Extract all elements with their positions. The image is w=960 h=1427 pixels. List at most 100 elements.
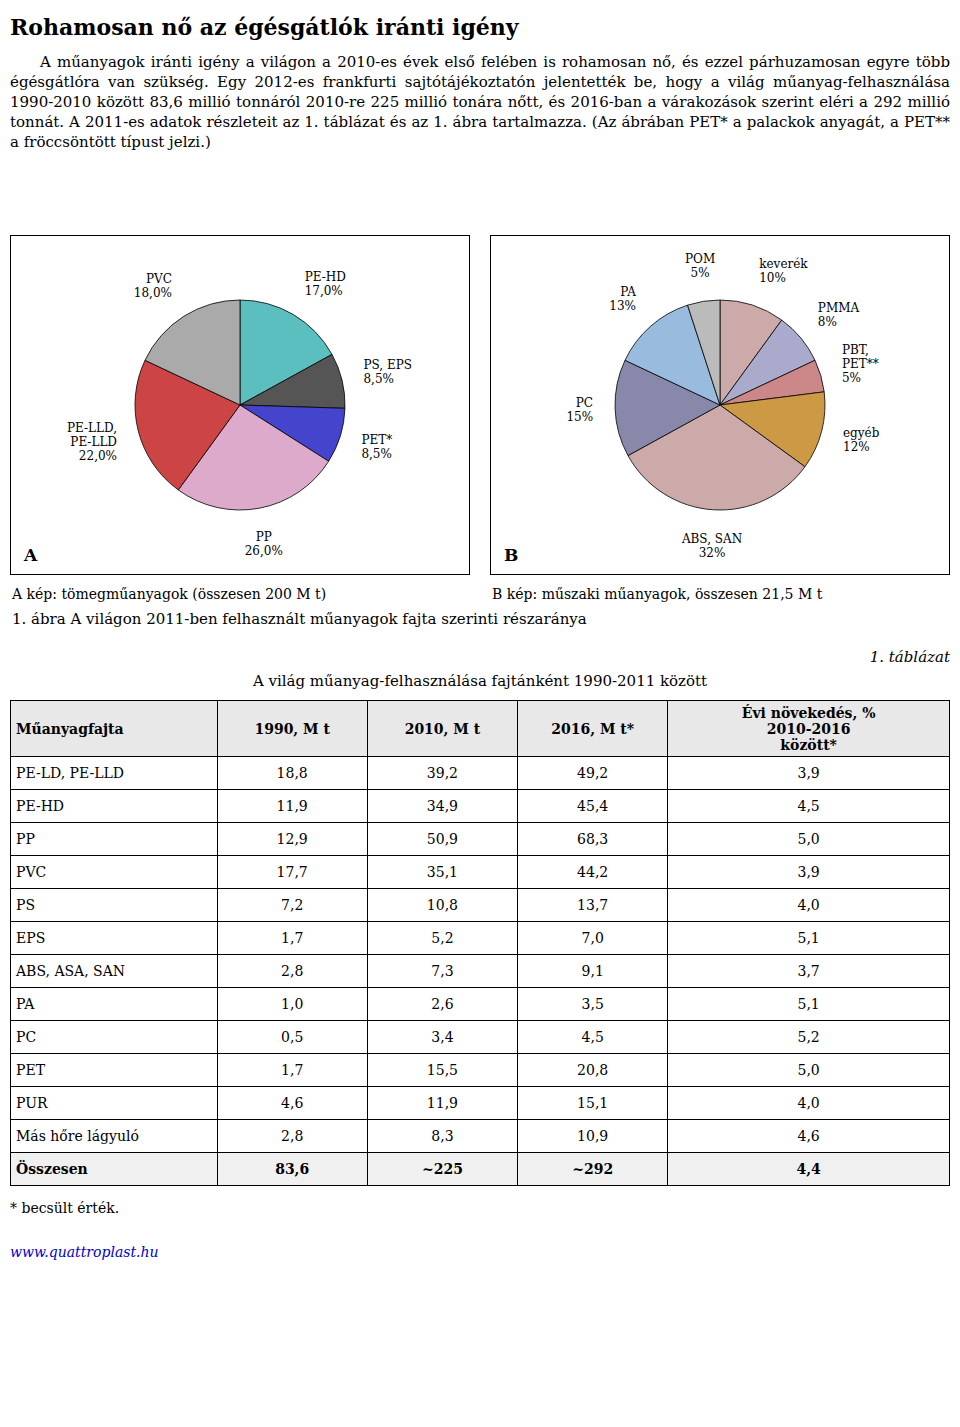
slice-value-label: 22,0% [79, 449, 117, 463]
table-cell: 5,0 [668, 823, 950, 856]
slice-value-label: 8% [818, 315, 837, 329]
pie-slice [145, 300, 240, 405]
table-cell: 18,8 [217, 757, 367, 790]
slice-label: PE-LLD,PE-LLD [67, 421, 117, 449]
table-cell: PC [11, 1021, 218, 1054]
table-cell: 1,7 [217, 1054, 367, 1087]
table-row: Más hőre lágyuló2,88,310,94,6 [11, 1120, 950, 1153]
table-cell: 20,8 [518, 1054, 668, 1087]
table-cell: 3,9 [668, 856, 950, 889]
table-row: PE-LD, PE-LLD18,839,249,23,9 [11, 757, 950, 790]
intro-text: A műanyagok iránti igény a világon a 201… [10, 52, 950, 152]
table-row: EPS1,75,27,05,1 [11, 922, 950, 955]
slice-value-label: 5% [691, 266, 710, 280]
table-cell: 11,9 [217, 790, 367, 823]
table-cell: PP [11, 823, 218, 856]
header-cell: 2010, M t [367, 701, 517, 757]
table-cell: 50,9 [367, 823, 517, 856]
table-cell: 7,2 [217, 889, 367, 922]
table-cell: ABS, ASA, SAN [11, 955, 218, 988]
slice-label: PA [620, 285, 636, 299]
header-cell: Műanyagfajta [11, 701, 218, 757]
slice-value-label: 13% [609, 299, 636, 313]
table-cell: 68,3 [518, 823, 668, 856]
title: Rohamosan nő az égésgátlók iránti igény [10, 14, 519, 40]
table-body: PE-LD, PE-LLD18,839,249,23,9PE-HD11,934,… [11, 757, 950, 1186]
slice-label: PET* [361, 433, 392, 447]
slice-label: egyéb [843, 426, 880, 440]
slice-label: PE-HD [305, 270, 346, 284]
header-cell: 2016, M t* [518, 701, 668, 757]
table-cell: 44,2 [518, 856, 668, 889]
table-cell: 39,2 [367, 757, 517, 790]
slice-label: PP [256, 530, 272, 544]
table-cell: PS [11, 889, 218, 922]
table-cell: 5,1 [668, 922, 950, 955]
slice-label: PVC [146, 272, 172, 286]
table-row: PC0,53,44,55,2 [11, 1021, 950, 1054]
table-cell: 12,9 [217, 823, 367, 856]
chart-frame [491, 236, 950, 575]
table-cell: PET [11, 1054, 218, 1087]
table-cell: ~225 [367, 1153, 517, 1186]
page: Rohamosan nő az égésgátlók iránti igény A… [0, 0, 960, 1427]
slices [135, 300, 345, 510]
header-cell: 1990, M t [217, 701, 367, 757]
table-cell: 5,2 [367, 922, 517, 955]
table-row: PS7,210,813,74,0 [11, 889, 950, 922]
table-cell: ~292 [518, 1153, 668, 1186]
figure-caption: 1. ábra A világon 2011-ben felhasznált m… [12, 610, 587, 628]
slice-value-label: 12% [843, 440, 870, 454]
table-cell: 15,5 [367, 1054, 517, 1087]
table-cell: 3,5 [518, 988, 668, 1021]
table-row: PP12,950,968,35,0 [11, 823, 950, 856]
table-cell: 4,6 [668, 1120, 950, 1153]
pie-chart: keverék10%PMMA8%PBT,PET**5%egyéb12%ABS, … [490, 235, 950, 575]
table-cell: 4,0 [668, 889, 950, 922]
table-cell: PA [11, 988, 218, 1021]
table-cell: Összesen [11, 1153, 218, 1186]
table-cell: 9,1 [518, 955, 668, 988]
slice-value-label: 10% [759, 271, 786, 285]
chart-caption: B kép: műszaki műanyagok, összesen 21,5 … [492, 586, 822, 602]
slices [615, 300, 825, 510]
table-cell: 34,9 [367, 790, 517, 823]
slice-label: PMMA [818, 301, 860, 315]
chart-caption: A kép: tömegműanyagok (összesen 200 M t) [12, 586, 326, 602]
table-row: PET1,715,520,85,0 [11, 1054, 950, 1087]
footnote: * becsült érték. [10, 1200, 119, 1216]
table-title: A világ műanyag-felhasználása fajtánként… [0, 672, 960, 690]
table-cell: Más hőre lágyuló [11, 1120, 218, 1153]
source-url: www.quattroplast.hu [10, 1244, 159, 1260]
slice-value-label: 18,0% [134, 286, 172, 300]
table-cell: 17,7 [217, 856, 367, 889]
table-cell: 13,7 [518, 889, 668, 922]
slice-label: PBT,PET** [842, 343, 879, 371]
table-head: Műanyagfajta1990, M t2010, M t2016, M t*… [11, 701, 950, 757]
slice-label: POM [685, 252, 715, 266]
table-cell: 3,9 [668, 757, 950, 790]
table-row: PVC17,735,144,23,9 [11, 856, 950, 889]
table-cell: 5,0 [668, 1054, 950, 1087]
table-row: Összesen83,6~225~2924,4 [11, 1153, 950, 1186]
table-cell: 15,1 [518, 1087, 668, 1120]
table-cell: 3,7 [668, 955, 950, 988]
table-cell: PUR [11, 1087, 218, 1120]
table-cell: 5,2 [668, 1021, 950, 1054]
table-cell: 4,6 [217, 1087, 367, 1120]
slice-value-label: 26,0% [245, 544, 283, 558]
slice-label: keverék [759, 257, 808, 271]
slice-value-label: 17,0% [305, 284, 343, 298]
table-number: 1. táblázat [870, 648, 950, 666]
table-cell: 4,5 [518, 1021, 668, 1054]
slice-label: ABS, SAN [681, 532, 742, 546]
table-cell: 10,8 [367, 889, 517, 922]
slice-label: PS, EPS [363, 358, 412, 372]
table-cell: 35,1 [367, 856, 517, 889]
table-cell: 7,3 [367, 955, 517, 988]
table-row: PA1,02,63,55,1 [11, 988, 950, 1021]
slice-value-label: 15% [566, 410, 593, 424]
chart-frame [11, 236, 470, 575]
slice-value-label: 5% [842, 371, 861, 385]
data-table: Műanyagfajta1990, M t2010, M t2016, M t*… [10, 700, 950, 1186]
